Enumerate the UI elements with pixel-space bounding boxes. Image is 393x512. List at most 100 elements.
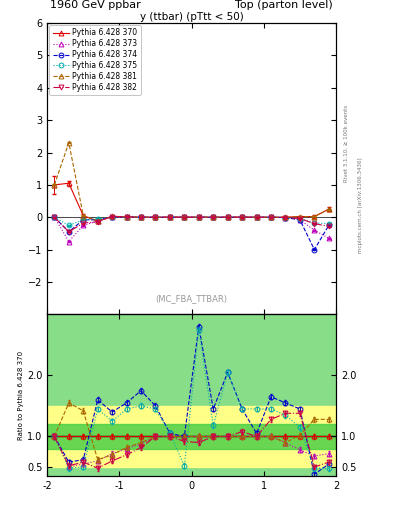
Pythia 6.428 381 [66, 140, 71, 146]
Text: Rivet 3.1.10, ≥ 100k events: Rivet 3.1.10, ≥ 100k events [344, 105, 349, 182]
Pythia 6.428 382 [269, 214, 274, 220]
Pythia 6.428 375 [66, 222, 71, 228]
Pythia 6.428 381 [312, 214, 317, 220]
Pythia 6.428 381 [298, 214, 302, 220]
Title: y (ttbar) (pTtt < 50): y (ttbar) (pTtt < 50) [140, 12, 243, 22]
Pythia 6.428 374 [139, 214, 143, 220]
Pythia 6.428 382 [225, 214, 230, 220]
Pythia 6.428 381 [211, 214, 216, 220]
Pythia 6.428 370 [153, 214, 158, 220]
Pythia 6.428 375 [211, 214, 216, 220]
Pythia 6.428 381 [196, 214, 201, 220]
Pythia 6.428 375 [196, 214, 201, 220]
Pythia 6.428 375 [269, 214, 274, 220]
Pythia 6.428 374 [327, 222, 331, 228]
Pythia 6.428 373 [139, 214, 143, 220]
Pythia 6.428 374 [81, 217, 86, 223]
Pythia 6.428 382 [110, 214, 114, 220]
Legend: Pythia 6.428 370, Pythia 6.428 373, Pythia 6.428 374, Pythia 6.428 375, Pythia 6: Pythia 6.428 370, Pythia 6.428 373, Pyth… [50, 25, 141, 95]
Line: Pythia 6.428 370: Pythia 6.428 370 [52, 181, 331, 224]
Pythia 6.428 374 [196, 214, 201, 220]
Pythia 6.428 370 [139, 214, 143, 220]
Pythia 6.428 375 [124, 214, 129, 220]
Text: (MC_FBA_TTBAR): (MC_FBA_TTBAR) [156, 294, 228, 303]
Pythia 6.428 370 [240, 214, 244, 220]
Pythia 6.428 374 [312, 247, 317, 253]
Pythia 6.428 373 [298, 217, 302, 223]
Pythia 6.428 373 [327, 235, 331, 241]
Pythia 6.428 370 [312, 214, 317, 220]
Line: Pythia 6.428 375: Pythia 6.428 375 [52, 215, 331, 228]
Pythia 6.428 374 [52, 214, 57, 220]
Pythia 6.428 375 [139, 214, 143, 220]
Pythia 6.428 370 [81, 212, 86, 219]
Pythia 6.428 373 [196, 214, 201, 220]
Pythia 6.428 375 [327, 221, 331, 227]
Pythia 6.428 382 [211, 214, 216, 220]
Pythia 6.428 374 [153, 214, 158, 220]
Pythia 6.428 373 [283, 215, 288, 221]
Pythia 6.428 374 [298, 217, 302, 223]
Pythia 6.428 370 [66, 180, 71, 186]
Pythia 6.428 382 [312, 221, 317, 227]
Pythia 6.428 370 [254, 214, 259, 220]
Pythia 6.428 370 [298, 214, 302, 220]
Pythia 6.428 370 [182, 214, 187, 220]
Pythia 6.428 370 [95, 218, 100, 224]
Pythia 6.428 374 [283, 215, 288, 221]
Pythia 6.428 374 [269, 214, 274, 220]
Pythia 6.428 375 [52, 214, 57, 220]
Pythia 6.428 374 [167, 214, 172, 220]
Line: Pythia 6.428 374: Pythia 6.428 374 [52, 215, 331, 252]
Pythia 6.428 381 [124, 214, 129, 220]
Pythia 6.428 382 [66, 229, 71, 235]
Pythia 6.428 375 [153, 214, 158, 220]
Pythia 6.428 374 [225, 214, 230, 220]
Pythia 6.428 375 [167, 214, 172, 220]
Pythia 6.428 373 [182, 214, 187, 220]
Pythia 6.428 382 [52, 214, 57, 220]
Pythia 6.428 375 [225, 214, 230, 220]
Pythia 6.428 370 [225, 214, 230, 220]
Pythia 6.428 373 [225, 214, 230, 220]
Pythia 6.428 381 [110, 213, 114, 219]
Pythia 6.428 373 [124, 214, 129, 220]
Pythia 6.428 374 [95, 217, 100, 223]
Pythia 6.428 370 [211, 214, 216, 220]
Pythia 6.428 381 [254, 214, 259, 220]
Line: Pythia 6.428 381: Pythia 6.428 381 [52, 140, 331, 224]
Line: Pythia 6.428 373: Pythia 6.428 373 [52, 214, 331, 244]
Pythia 6.428 382 [298, 216, 302, 222]
Pythia 6.428 375 [110, 214, 114, 220]
Pythia 6.428 375 [283, 215, 288, 221]
Pythia 6.428 374 [211, 214, 216, 220]
Pythia 6.428 382 [139, 214, 143, 220]
Pythia 6.428 382 [327, 223, 331, 229]
Pythia 6.428 375 [298, 216, 302, 222]
Pythia 6.428 375 [182, 214, 187, 220]
Line: Pythia 6.428 382: Pythia 6.428 382 [52, 214, 331, 234]
Pythia 6.428 375 [81, 217, 86, 223]
Pythia 6.428 382 [283, 215, 288, 221]
Text: 1960 GeV ppbar: 1960 GeV ppbar [50, 0, 141, 10]
Pythia 6.428 381 [52, 182, 57, 188]
Pythia 6.428 373 [81, 222, 86, 228]
Pythia 6.428 381 [283, 214, 288, 220]
Pythia 6.428 381 [167, 214, 172, 220]
Pythia 6.428 382 [124, 214, 129, 220]
Pythia 6.428 381 [153, 214, 158, 220]
Pythia 6.428 370 [124, 214, 129, 220]
Pythia 6.428 382 [240, 214, 244, 220]
Pythia 6.428 373 [66, 239, 71, 245]
Text: mcplots.cern.ch [arXiv:1306.3436]: mcplots.cern.ch [arXiv:1306.3436] [358, 157, 363, 252]
Pythia 6.428 382 [196, 214, 201, 220]
Pythia 6.428 381 [182, 214, 187, 220]
Text: Top (parton level): Top (parton level) [235, 0, 333, 10]
Pythia 6.428 370 [196, 214, 201, 220]
Pythia 6.428 373 [211, 214, 216, 220]
Pythia 6.428 370 [167, 214, 172, 220]
Pythia 6.428 375 [312, 220, 317, 226]
Pythia 6.428 381 [269, 214, 274, 220]
Pythia 6.428 374 [254, 214, 259, 220]
Pythia 6.428 370 [110, 213, 114, 219]
